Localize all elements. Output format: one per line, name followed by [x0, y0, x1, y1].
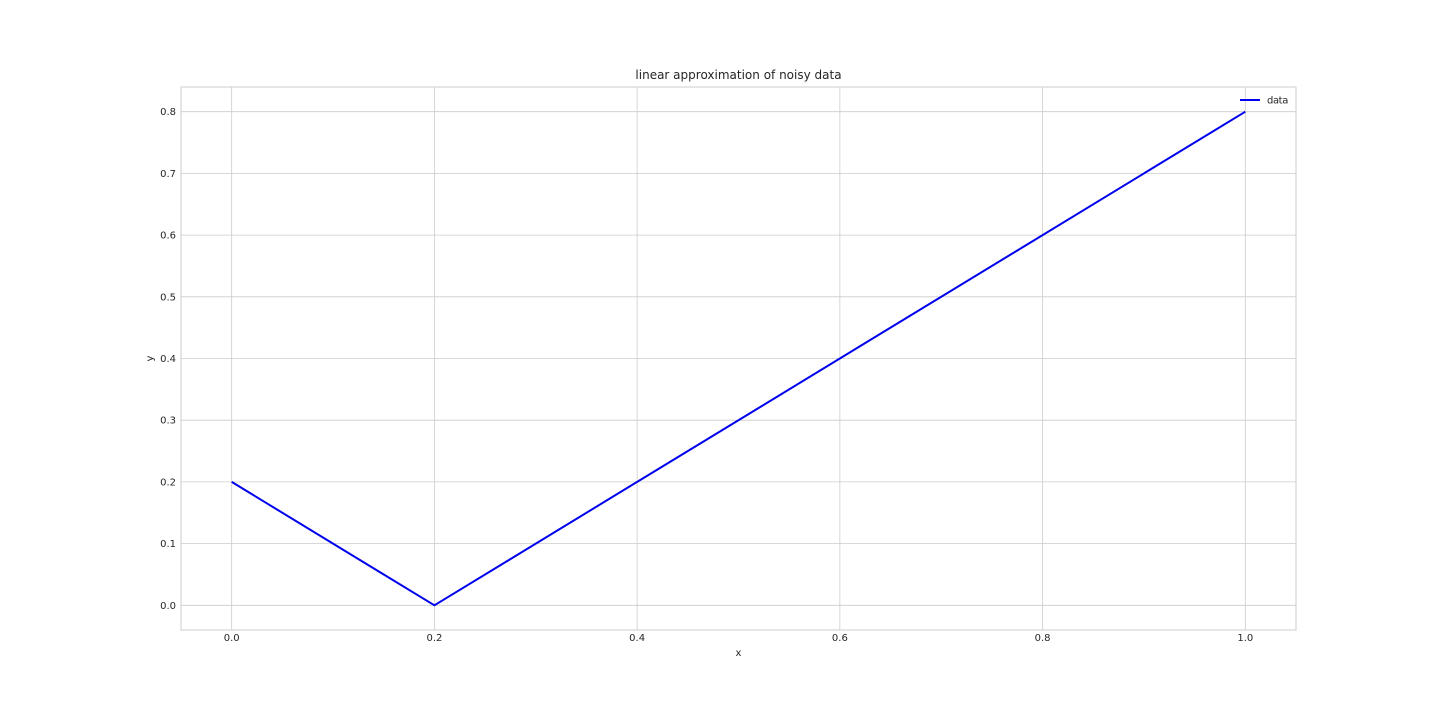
y-tick-label: 0.3: [160, 416, 176, 427]
y-tick-label: 0.5: [160, 292, 176, 303]
plot-frame: [180, 86, 1297, 631]
x-tick-label: 1.0: [1237, 633, 1253, 644]
x-tick-label: 0.2: [426, 633, 442, 644]
x-tick-label: 0.4: [629, 633, 645, 644]
x-tick-label: 0.6: [832, 633, 848, 644]
series-group: [231, 110, 1246, 607]
x-tick-label: 0.8: [1035, 633, 1051, 644]
grid-lines: [181, 87, 1296, 630]
y-tick-label: 0.8: [160, 107, 176, 118]
y-tick-label: 0.1: [160, 539, 176, 550]
y-tick-labels: 0.0 0.1 0.2 0.3 0.4 0.5 0.6 0.7 0.8: [160, 107, 176, 612]
y-tick-label: 0.0: [160, 601, 176, 612]
legend: data: [1240, 96, 1289, 107]
legend-label: data: [1267, 96, 1288, 107]
y-tick-label: 0.6: [160, 231, 176, 242]
x-tick-label: 0.0: [224, 633, 240, 644]
x-axis-label: x: [736, 648, 742, 659]
series-line-data: [231, 110, 1246, 607]
y-tick-label: 0.7: [160, 169, 176, 180]
y-axis-label: y: [145, 355, 156, 361]
x-tick-labels: 0.0 0.2 0.4 0.6 0.8 1.0: [224, 633, 1254, 644]
chart-title: linear approximation of noisy data: [635, 68, 841, 82]
y-tick-label: 0.2: [160, 477, 176, 488]
y-tick-label: 0.4: [160, 354, 176, 365]
